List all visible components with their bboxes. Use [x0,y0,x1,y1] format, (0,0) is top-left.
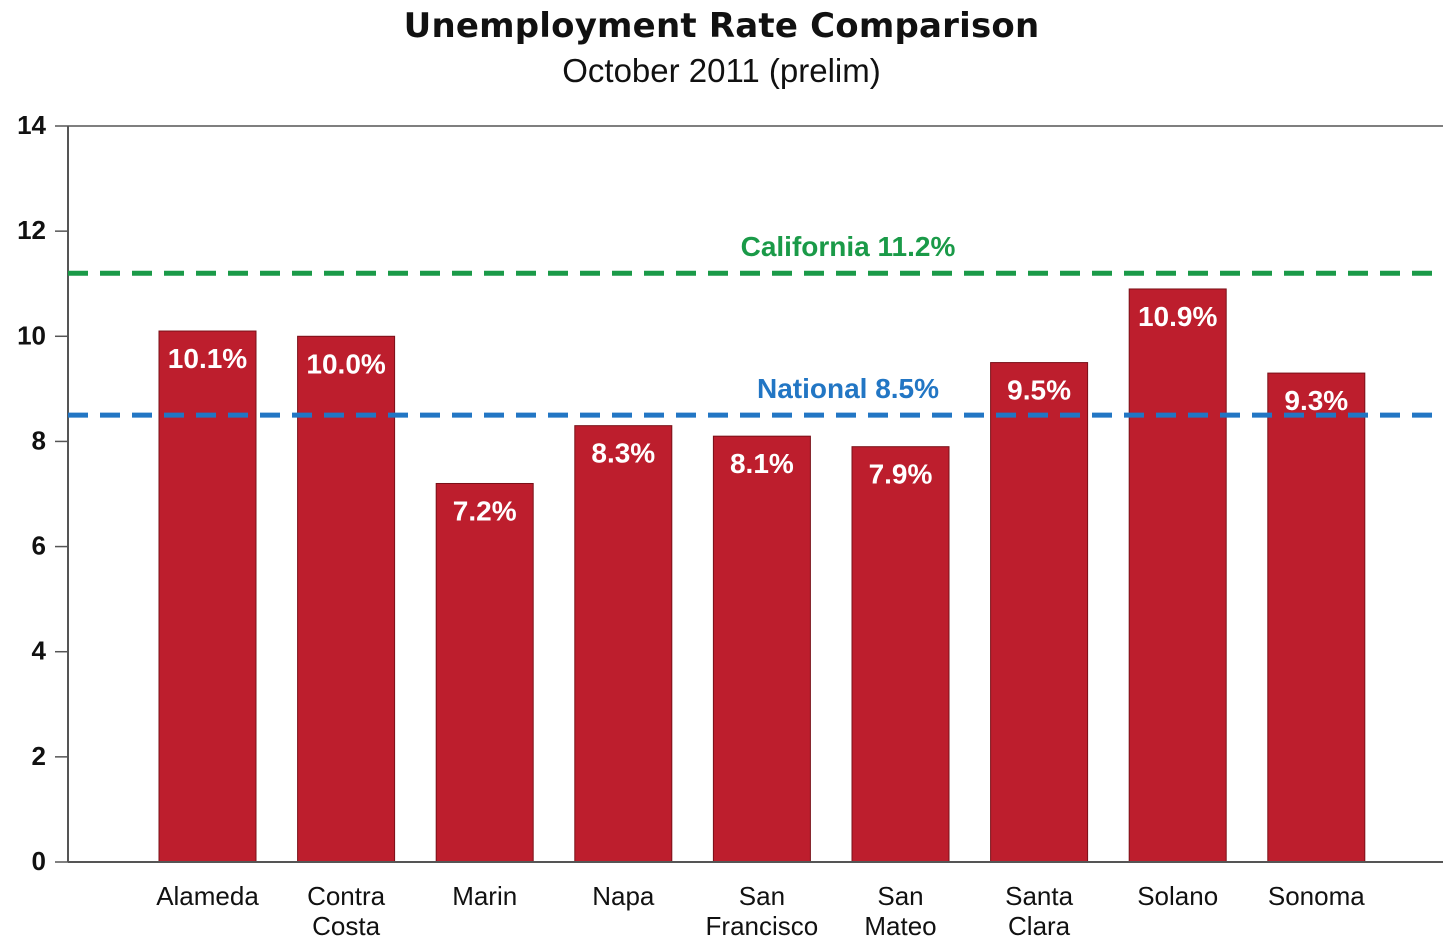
x-tick-label: Mateo [864,911,936,937]
reference-lines: California 11.2% National 8.5% [68,231,1443,418]
y-tick-label: 8 [32,425,46,455]
bar-value-label: 7.9% [869,459,933,490]
x-tick-label: Napa [592,881,655,911]
x-tick-label: Sonoma [1268,881,1365,911]
x-tick-label: Francisco [706,911,819,937]
y-axis: 0 2 4 6 8 10 12 14 [17,110,1443,876]
y-tick-label: 10 [17,320,46,350]
bar-value-labels: 10.1% 10.0% 7.2% 8.3% 8.1% 7.9% 9.5% 10.9% 9.3% [168,301,1349,527]
reference-line-label: California 11.2% [741,231,956,262]
bar-value-label: 10.1% [168,343,247,374]
x-tick-label: Alameda [156,881,259,911]
bar-value-label: 8.3% [591,438,655,469]
bar [1267,372,1366,863]
bar-value-label: 7.2% [453,495,517,526]
y-tick-label: 0 [32,846,46,876]
bar [158,330,257,863]
bar-value-label: 9.5% [1007,375,1071,406]
x-tick-label: San [877,881,923,911]
bar [574,425,673,863]
bar [851,446,950,863]
y-tick-label: 4 [32,636,47,666]
x-tick-label: Contra [307,881,386,911]
bar [297,335,396,863]
y-tick-label: 6 [32,531,46,561]
bar-value-label: 9.3% [1284,385,1348,416]
x-tick-label: Santa [1005,881,1073,911]
bar-value-label: 8.1% [730,448,794,479]
bar-value-label: 10.0% [306,348,385,379]
x-tick-label: Solano [1137,881,1218,911]
reference-line-label: National 8.5% [757,373,939,404]
x-tick-label: Marin [452,881,517,911]
bar [1128,288,1227,863]
y-tick-label: 14 [17,110,46,140]
bar [990,362,1089,863]
x-tick-label: Costa [312,911,380,937]
bar-value-label: 10.9% [1138,301,1217,332]
y-tick-label: 12 [17,215,46,245]
bar [435,482,534,863]
x-tick-label: Clara [1008,911,1071,937]
bar [712,435,811,863]
chart-title: Unemployment Rate Comparison [403,6,1040,46]
chart-subtitle: October 2011 (prelim) [562,52,881,89]
y-tick-label: 2 [32,741,46,771]
x-tick-label: San [739,881,785,911]
bars [158,288,1366,863]
